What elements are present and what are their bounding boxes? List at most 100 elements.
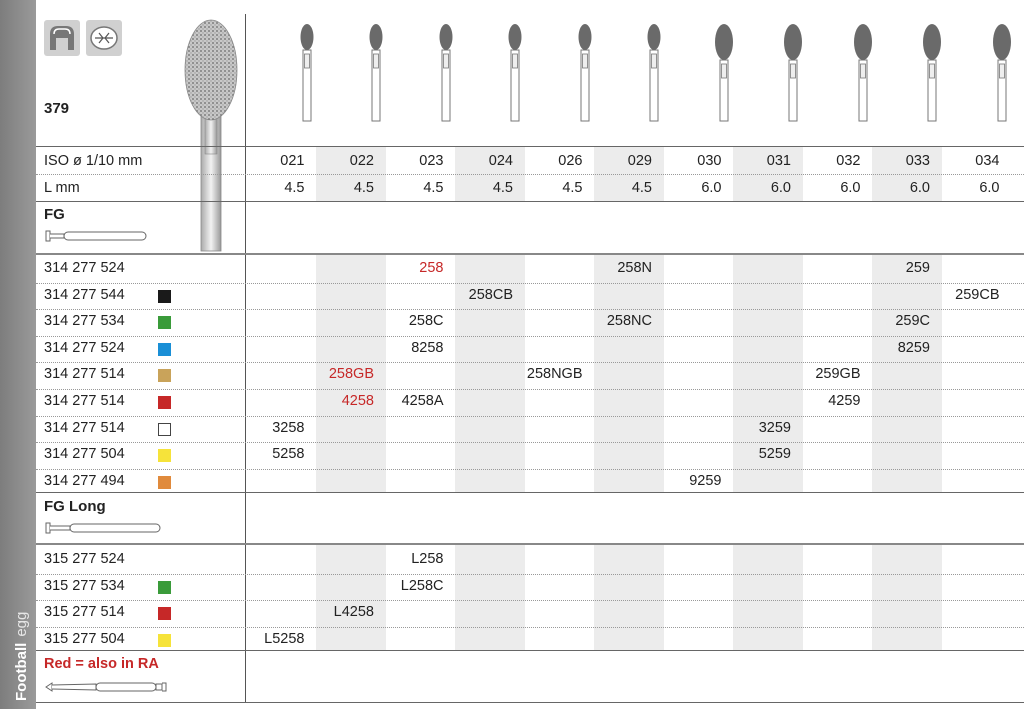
row-separator xyxy=(36,282,1024,284)
rule-fglong-end xyxy=(36,650,1024,651)
ra-note: Red = also in RA xyxy=(44,656,159,672)
article-code: 314 277 504 xyxy=(44,446,125,463)
iso-value: 032 xyxy=(836,153,861,169)
article-code: 315 277 504 xyxy=(44,630,125,647)
shade-col-029 xyxy=(594,255,664,492)
bur-silhouette-022 xyxy=(365,20,385,130)
color-ring-white xyxy=(158,422,171,436)
article-code: 314 277 514 xyxy=(44,419,125,436)
reference-number: 8258 xyxy=(411,339,444,356)
length-value: 4.5 xyxy=(423,180,444,196)
bur-silhouette-030 xyxy=(713,20,733,130)
shape-sidebar xyxy=(0,0,36,709)
article-code: 314 277 524 xyxy=(44,339,125,356)
rule-length xyxy=(36,201,1024,202)
reference-number: 258 xyxy=(419,260,444,276)
iso-value: 034 xyxy=(975,153,1000,169)
reference-number: 258CB xyxy=(468,286,513,303)
length-value: 6.0 xyxy=(909,180,930,196)
length-value: 4.5 xyxy=(353,180,374,196)
reference-number: 258NC xyxy=(606,313,652,330)
reference-number: 258C xyxy=(408,313,444,330)
length-value: 6.0 xyxy=(979,180,1000,196)
row-separator xyxy=(36,309,1024,311)
color-ring-orange xyxy=(158,475,171,489)
bur-silhouette-024 xyxy=(504,20,524,130)
row-separator xyxy=(36,573,1024,575)
shade-col-031-long xyxy=(733,545,803,650)
reference-number: L4258 xyxy=(333,604,374,621)
reference-number: 258GB xyxy=(328,366,374,383)
article-code: 314 277 534 xyxy=(44,313,125,330)
reference-number: 259 xyxy=(905,260,930,276)
row-separator xyxy=(36,600,1024,602)
fg-long-shank-icon xyxy=(44,520,164,536)
length-value: 4.5 xyxy=(562,180,583,196)
shape-label: Football xyxy=(13,642,30,701)
reference-number: 259C xyxy=(895,313,930,330)
article-code: 314 277 494 xyxy=(44,472,125,489)
bur-silhouette-021 xyxy=(296,20,316,130)
row-separator xyxy=(36,362,1024,364)
article-code: 315 277 514 xyxy=(44,604,125,621)
color-ring-gold xyxy=(158,369,171,383)
ra-shank-icon xyxy=(44,678,170,696)
row-separator xyxy=(36,415,1024,417)
reference-number: 8259 xyxy=(897,339,930,356)
shape-sublabel: egg xyxy=(13,611,30,637)
section-fg: FG xyxy=(44,206,65,223)
iso-value: 030 xyxy=(697,153,722,169)
bur-silhouette-032 xyxy=(852,20,872,130)
bur-silhouette-026 xyxy=(574,20,594,130)
iso-value: 021 xyxy=(280,153,305,169)
row-separator xyxy=(36,468,1024,470)
color-ring-yellow xyxy=(158,633,171,647)
shade-col-033 xyxy=(872,255,942,492)
iso-label: ISO ø 1/10 mm xyxy=(44,153,143,169)
color-ring-green xyxy=(158,316,171,330)
reference-number: L5258 xyxy=(264,630,305,647)
color-ring-yellow xyxy=(158,449,171,463)
rule-header xyxy=(36,146,1024,147)
bur-silhouette-033 xyxy=(921,20,941,130)
shade-col-022-long xyxy=(316,545,386,650)
bur-silhouette-023 xyxy=(435,20,455,130)
iso-value: 026 xyxy=(558,153,583,169)
reference-number: 5258 xyxy=(272,446,305,463)
shade-col-033-long xyxy=(872,545,942,650)
tooth-occlusal-icon xyxy=(86,20,122,56)
reference-number: 3259 xyxy=(758,419,791,436)
large-bur-illustration xyxy=(180,18,244,253)
article-code: 315 277 524 xyxy=(44,551,125,567)
length-value: 4.5 xyxy=(631,180,652,196)
iso-value: 031 xyxy=(766,153,791,169)
length-label: L mm xyxy=(44,180,80,196)
color-ring-red xyxy=(158,396,171,409)
rule-iso xyxy=(36,174,1024,175)
color-ring-blue xyxy=(158,342,171,356)
rule-fg-end xyxy=(36,492,1024,493)
reference-number: 259CB xyxy=(955,286,1000,303)
article-code: 314 277 524 xyxy=(44,260,125,276)
row-separator xyxy=(36,389,1024,390)
reference-number: 3258 xyxy=(272,419,305,436)
length-value: 4.5 xyxy=(492,180,513,196)
rule-fg xyxy=(36,253,1024,255)
shade-col-022 xyxy=(316,255,386,492)
column-divider xyxy=(245,14,246,702)
bur-silhouette-034 xyxy=(991,20,1011,130)
reference-number: 4258A xyxy=(401,393,444,409)
bur-silhouette-029 xyxy=(643,20,663,130)
color-ring-red xyxy=(158,607,171,621)
reference-number: 4258 xyxy=(341,393,374,409)
iso-value: 029 xyxy=(627,153,652,169)
rule-fglong xyxy=(36,543,1024,545)
reference-number: 258N xyxy=(617,260,652,276)
reference-number: 258NGB xyxy=(526,366,583,383)
row-separator xyxy=(36,626,1024,628)
reference-number: L258 xyxy=(411,551,444,567)
color-ring-green xyxy=(158,580,171,594)
length-value: 4.5 xyxy=(284,180,305,196)
shade-col-031 xyxy=(733,255,803,492)
section-fg-long: FG Long xyxy=(44,498,106,515)
